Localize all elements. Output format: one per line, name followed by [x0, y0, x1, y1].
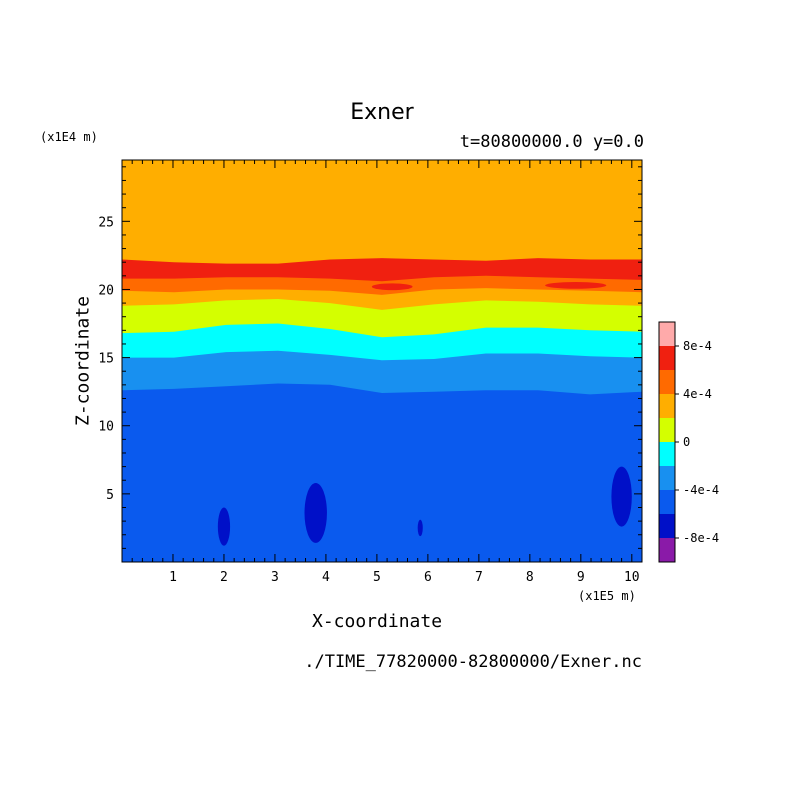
y-tick-label: 10 [98, 420, 114, 435]
contour-bands [122, 160, 642, 562]
y-axis-multiplier: (x1E4 m) [40, 130, 98, 144]
x-tick-label: 8 [526, 570, 534, 585]
x-tick-label: 1 [169, 570, 177, 585]
x-tick-label: 9 [577, 570, 585, 585]
x-tick-label: 10 [624, 570, 640, 585]
colorbar-label: -8e-4 [683, 531, 719, 545]
x-axis-label: X-coordinate [312, 611, 443, 632]
colorbar-label: -4e-4 [683, 483, 719, 497]
axis-ticks: 1 2 3 4 5 6 7 8 9 10 5 10 15 20 25 [98, 160, 643, 585]
low-cell-3 [417, 519, 423, 537]
x-tick-label: 2 [220, 570, 228, 585]
colorbar-swatch [659, 418, 675, 442]
y-tick-label: 20 [98, 283, 114, 298]
y-tick-label: 25 [98, 215, 114, 230]
low-cell-2 [304, 482, 327, 543]
x-tick-label: 6 [424, 570, 432, 585]
colorbar-swatch [659, 514, 675, 538]
colorbar-swatch [659, 322, 675, 346]
low-cell-4 [611, 466, 632, 527]
high-cell-2 [545, 281, 607, 289]
low-cell-1 [217, 507, 231, 546]
colorbar-swatch [659, 466, 675, 490]
chart-subtitle: t=80800000.0 y=0.0 [459, 132, 644, 152]
y-tick-label: 5 [106, 488, 114, 503]
colorbar-label: 8e-4 [683, 339, 712, 353]
colorbar-swatch [659, 490, 675, 514]
x-tick-label: 5 [373, 570, 381, 585]
colorbar-swatch [659, 346, 675, 370]
colorbar-swatch [659, 370, 675, 394]
chart-title: Exner [350, 100, 414, 125]
y-tick-label: 15 [98, 352, 114, 367]
colorbar-label: 4e-4 [683, 387, 712, 401]
colorbar-swatch [659, 394, 675, 418]
x-tick-label: 7 [475, 570, 483, 585]
source-file-label: ./TIME_77820000-82800000/Exner.nc [304, 652, 642, 672]
x-axis-multiplier: (x1E5 m) [578, 589, 636, 603]
plot-frame [121, 159, 643, 563]
colorbar: 8e-4 4e-4 0 -4e-4 -8e-4 [658, 321, 719, 563]
colorbar-swatch [659, 538, 675, 562]
colorbar-label: 0 [683, 435, 690, 449]
x-tick-label: 4 [322, 570, 330, 585]
contour-band-7 [122, 160, 642, 264]
colorbar-swatch [659, 442, 675, 466]
high-cell-1 [371, 283, 413, 291]
contour-cells [217, 281, 632, 546]
x-tick-label: 3 [271, 570, 279, 585]
